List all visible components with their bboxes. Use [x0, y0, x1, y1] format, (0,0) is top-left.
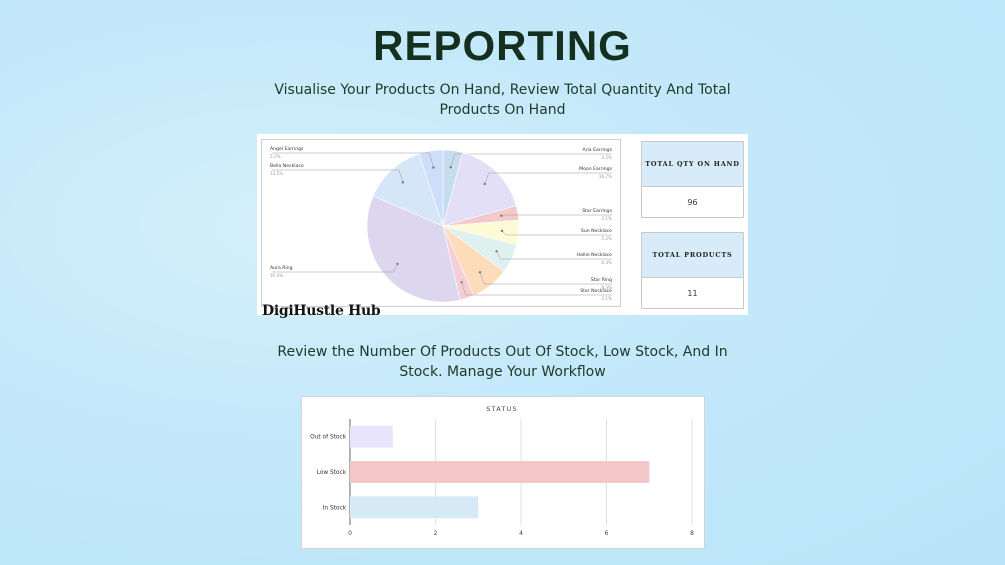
pie-slice-label: Moon Earrings: [579, 166, 612, 172]
x-tick-label: 2: [434, 530, 438, 537]
pie-slice-percent: 4.2%: [601, 155, 612, 160]
status-bar: [350, 496, 479, 519]
pie-section-description: Visualise Your Products On Hand, Review …: [274, 82, 731, 118]
pie-slice-percent: 8.3%: [601, 285, 612, 290]
page-title: REPORTING: [373, 22, 632, 69]
pie-slice: [418, 149, 444, 227]
y-category-label: In Stock: [323, 505, 347, 511]
pie-slice: [442, 152, 517, 227]
pie-leader-line: [479, 272, 485, 285]
pie-leader-line: [393, 263, 398, 273]
pie-chart-frame: Aria Earrings 4.2% Moon Earrings 16.7% Star …: [261, 139, 621, 307]
pie-leader-dot: [460, 281, 463, 284]
status-bar: [350, 461, 650, 483]
pie-leader-dot: [478, 271, 482, 274]
total-qty-label: TOTAL QTY ON HAND: [642, 142, 743, 187]
total-qty-value: 96: [687, 197, 698, 207]
pie-slice-label: Star Necklace: [580, 288, 612, 294]
x-tick-label: 0: [348, 530, 352, 537]
pie-leader-dot: [401, 181, 405, 184]
pie-slice-label: Sun Necklace: [581, 228, 612, 234]
status-bar-chart: STATUS 0 2 4 6 8 Out of Stock Low Stock In Stock: [310, 405, 694, 537]
x-tick-label: 8: [690, 530, 694, 537]
pie-slice-label: Star Earrings: [582, 208, 612, 214]
pie-slice-percent: 3.1%: [601, 216, 612, 221]
status-chart-panel: STATUS 0 2 4 6 8 Out of Stock Low Stock In Stock: [301, 396, 705, 549]
total-products-value: 11: [687, 288, 698, 298]
pie-leader-line: [496, 251, 501, 260]
status-bar: [350, 425, 393, 448]
pie-leader-line: [461, 282, 466, 296]
pie-slice: [366, 195, 461, 303]
status-chart-title: STATUS: [486, 405, 518, 413]
pie-slice-percent: 5.2%: [601, 236, 612, 241]
pie-slice-label: Star Ring: [591, 277, 612, 283]
status-section-description: Review the Number Of Products Out Of Sto…: [277, 344, 728, 380]
pie-slice-label: Bella Necklace: [270, 163, 304, 169]
pie-leader-line: [450, 153, 455, 168]
pie-slice-percent: 3.1%: [601, 296, 612, 301]
pie-leader-line: [398, 169, 404, 183]
pie-leader-line: [501, 214, 506, 216]
pie-slice-label: Angel Earrings: [270, 146, 304, 152]
pie-chart: Aria Earrings 4.2% Moon Earrings 16.7% Star …: [270, 146, 613, 303]
x-tick-label: 4: [519, 530, 523, 537]
pie-leader-dot: [500, 214, 503, 217]
x-tick-label: 6: [605, 530, 609, 537]
brand-logo-text: DigiHustle Hub: [262, 303, 381, 319]
pie-slice-percent: 13.5%: [270, 171, 283, 176]
total-products-card: TOTAL PRODUCTS 11: [641, 232, 744, 309]
pie-slice-label: Hallie Necklace: [577, 252, 612, 258]
y-category-label: Out of Stock: [310, 435, 346, 441]
y-category-label: Low Stock: [317, 470, 347, 476]
pie-slice-label: Aura Ring: [270, 265, 293, 271]
pie-leader-dot: [432, 166, 435, 169]
total-products-label: TOTAL PRODUCTS: [642, 233, 743, 278]
pie-leader-line: [501, 230, 507, 236]
total-qty-card: TOTAL QTY ON HAND 96: [641, 141, 744, 218]
pie-slice-label: Aria Earrings: [583, 147, 613, 153]
pie-leader-line: [429, 152, 434, 168]
pie-slice-percent: 6.3%: [601, 260, 612, 265]
pie-leader-line: [484, 172, 489, 184]
pie-slice-percent: 5.2%: [270, 154, 281, 159]
pie-leader-dot: [396, 262, 399, 266]
pie-slice-percent: 16.7%: [599, 174, 612, 179]
pie-slice-percent: 35.4%: [270, 273, 283, 278]
